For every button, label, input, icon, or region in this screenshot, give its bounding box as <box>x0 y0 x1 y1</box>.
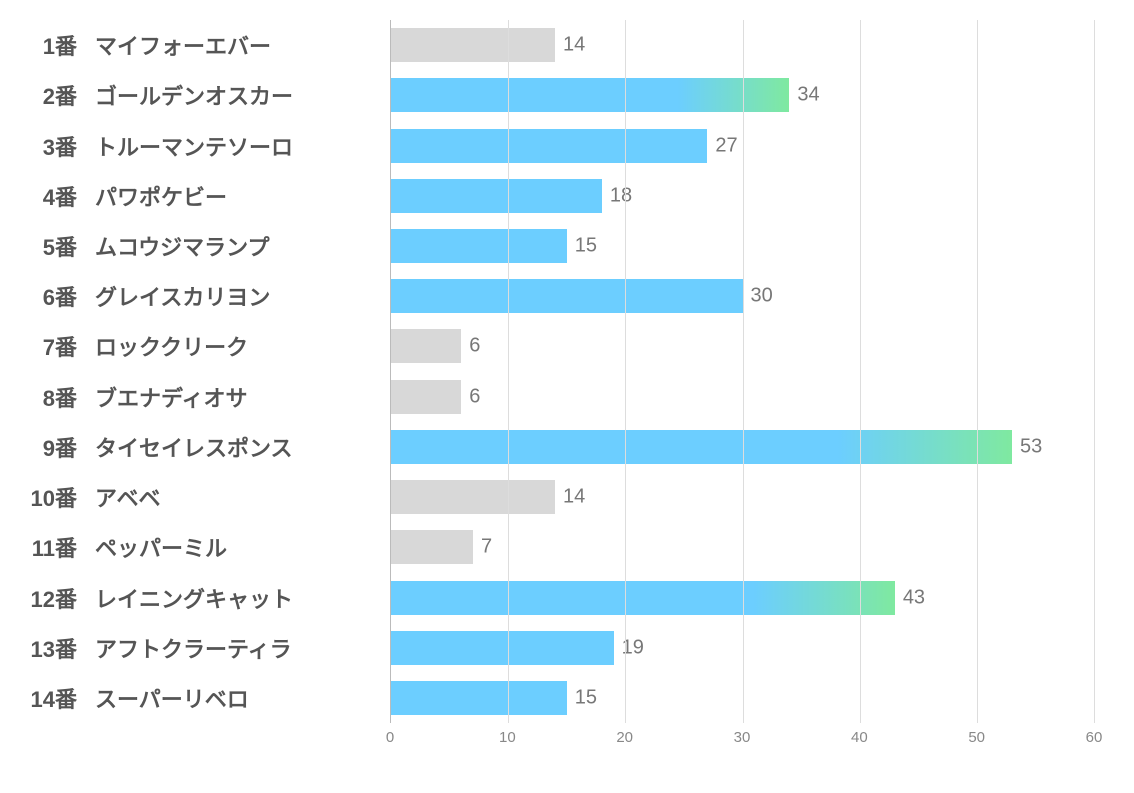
row-number: 11番 <box>20 531 95 563</box>
gridline <box>625 20 626 723</box>
x-tick: 60 <box>1086 729 1103 746</box>
bar-value: 15 <box>567 686 597 709</box>
row-label: 9番タイセイレスポンス <box>20 422 380 472</box>
row-number: 14番 <box>20 682 95 714</box>
row-label: 7番ロッククリーク <box>20 321 380 371</box>
row-label: 14番スーパーリベロ <box>20 673 380 723</box>
x-axis: 0102030405060 <box>390 723 1094 763</box>
row-name: レイニングキャット <box>95 582 293 614</box>
bar: 34 <box>391 78 789 112</box>
bar: 43 <box>391 581 895 615</box>
bar: 19 <box>391 631 614 665</box>
bar: 15 <box>391 681 567 715</box>
row-label: 2番ゴールデンオスカー <box>20 70 380 120</box>
bar: 14 <box>391 480 555 514</box>
row-number: 3番 <box>20 130 95 162</box>
bar: 6 <box>391 329 461 363</box>
bar: 6 <box>391 380 461 414</box>
row-label: 12番レイニングキャット <box>20 572 380 622</box>
x-tick: 20 <box>616 729 633 746</box>
gridline <box>860 20 861 723</box>
row-name: ムコウジマランプ <box>95 230 269 262</box>
row-name: スーパーリベロ <box>95 682 249 714</box>
row-name: ロッククリーク <box>95 330 248 362</box>
row-label: 11番ペッパーミル <box>20 522 380 572</box>
bar-value: 30 <box>743 285 773 308</box>
bar: 14 <box>391 28 555 62</box>
bar-value: 7 <box>473 536 492 559</box>
row-number: 8番 <box>20 381 95 413</box>
row-number: 1番 <box>20 29 95 61</box>
bar-value: 43 <box>895 586 925 609</box>
chart-body: 1番マイフォーエバー2番ゴールデンオスカー3番トルーマンテソーロ4番パワポケビー… <box>20 20 1094 763</box>
bar: 53 <box>391 430 1012 464</box>
row-number: 12番 <box>20 582 95 614</box>
gridline <box>743 20 744 723</box>
bar-value: 6 <box>461 385 480 408</box>
row-label: 5番ムコウジマランプ <box>20 221 380 271</box>
row-label: 4番パワポケビー <box>20 171 380 221</box>
row-name: ゴールデンオスカー <box>95 79 293 111</box>
x-tick: 0 <box>386 729 394 746</box>
bar: 15 <box>391 229 567 263</box>
row-number: 2番 <box>20 79 95 111</box>
bar: 30 <box>391 279 743 313</box>
row-name: パワポケビー <box>95 180 227 212</box>
bar-value: 15 <box>567 234 597 257</box>
row-name: アフトクラーティラ <box>95 632 292 664</box>
row-name: タイセイレスポンス <box>95 431 293 463</box>
bar: 7 <box>391 530 473 564</box>
row-label: 13番アフトクラーティラ <box>20 623 380 673</box>
bar-value: 18 <box>602 184 632 207</box>
row-label: 6番グレイスカリヨン <box>20 271 380 321</box>
row-name: グレイスカリヨン <box>95 280 270 312</box>
bar-value: 6 <box>461 335 480 358</box>
row-label: 3番トルーマンテソーロ <box>20 120 380 170</box>
gridline <box>1094 20 1095 723</box>
gridline <box>977 20 978 723</box>
bar-value: 34 <box>789 84 819 107</box>
row-name: ペッパーミル <box>95 531 227 563</box>
x-tick: 50 <box>968 729 985 746</box>
bar-value: 27 <box>707 134 737 157</box>
bar-value: 19 <box>614 636 644 659</box>
row-number: 4番 <box>20 180 95 212</box>
x-tick: 10 <box>499 729 516 746</box>
row-number: 10番 <box>20 481 95 513</box>
bar: 18 <box>391 179 602 213</box>
x-tick: 30 <box>734 729 751 746</box>
bar-chart: 1番マイフォーエバー2番ゴールデンオスカー3番トルーマンテソーロ4番パワポケビー… <box>0 0 1134 793</box>
row-label: 1番マイフォーエバー <box>20 20 380 70</box>
row-name: マイフォーエバー <box>95 29 271 61</box>
row-label: 8番ブエナディオサ <box>20 372 380 422</box>
plot-area: 1434271815306653147431915 <box>390 20 1094 723</box>
bar-value: 14 <box>555 34 585 57</box>
gridline <box>508 20 509 723</box>
row-number: 9番 <box>20 431 95 463</box>
row-name: ブエナディオサ <box>95 381 247 413</box>
row-number: 6番 <box>20 280 95 312</box>
bar-value: 14 <box>555 486 585 509</box>
y-labels-column: 1番マイフォーエバー2番ゴールデンオスカー3番トルーマンテソーロ4番パワポケビー… <box>20 20 390 763</box>
plot-column: 1434271815306653147431915 0102030405060 <box>390 20 1094 763</box>
x-tick: 40 <box>851 729 868 746</box>
row-name: アベベ <box>95 481 161 513</box>
row-name: トルーマンテソーロ <box>95 130 293 162</box>
row-number: 7番 <box>20 330 95 362</box>
row-number: 5番 <box>20 230 95 262</box>
row-label: 10番アベベ <box>20 472 380 522</box>
row-number: 13番 <box>20 632 95 664</box>
bar-value: 53 <box>1012 435 1042 458</box>
bar: 27 <box>391 129 707 163</box>
